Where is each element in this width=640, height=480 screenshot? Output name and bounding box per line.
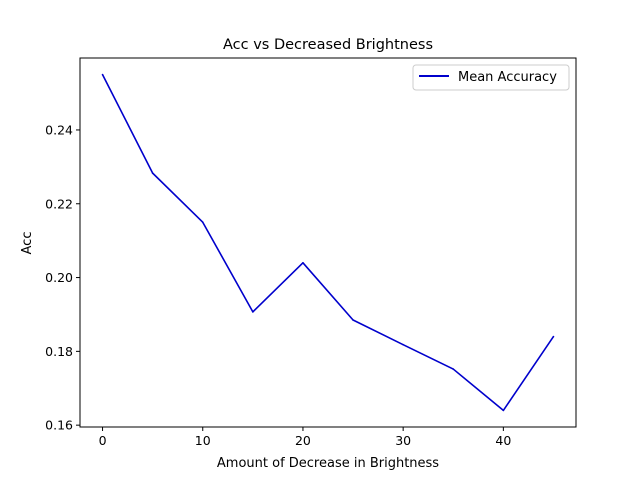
data-point <box>502 409 505 412</box>
x-tick-label: 30 <box>395 433 411 448</box>
data-point <box>101 73 104 76</box>
y-axis-label: Acc <box>20 232 35 255</box>
data-point <box>151 172 154 174</box>
legend-box <box>412 64 570 91</box>
legend-label: Mean Accuracy <box>458 70 557 85</box>
data-point <box>552 335 555 338</box>
legend: Mean Accuracy <box>412 64 570 91</box>
y-tick-label: 0.24 <box>45 122 73 137</box>
x-tick-label: 40 <box>495 433 511 448</box>
x-tick-label: 10 <box>195 433 211 448</box>
x-tick-label: 20 <box>295 433 311 448</box>
data-point <box>402 343 404 346</box>
y-tick-label: 0.16 <box>45 418 73 433</box>
x-axis-ticks: 0 10 20 30 40 <box>99 427 511 448</box>
data-point <box>252 311 254 313</box>
y-tick-label: 0.22 <box>45 196 73 211</box>
x-tick-label: 0 <box>99 433 107 448</box>
data-point <box>452 368 455 370</box>
series-layer <box>101 73 555 412</box>
data-point <box>302 261 304 264</box>
data-point <box>352 319 354 321</box>
y-tick-label: 0.18 <box>45 344 73 359</box>
x-axis-label: Amount of Decrease in Brightness <box>217 456 439 471</box>
plot-area-frame <box>79 57 577 428</box>
data-point <box>201 221 204 224</box>
y-axis-ticks: 0.16 0.18 0.20 0.22 0.24 <box>45 122 80 433</box>
chart-title: Acc vs Decreased Brightness <box>223 37 433 53</box>
y-tick-label: 0.20 <box>45 270 73 285</box>
series-line-mean-accuracy <box>101 74 555 412</box>
